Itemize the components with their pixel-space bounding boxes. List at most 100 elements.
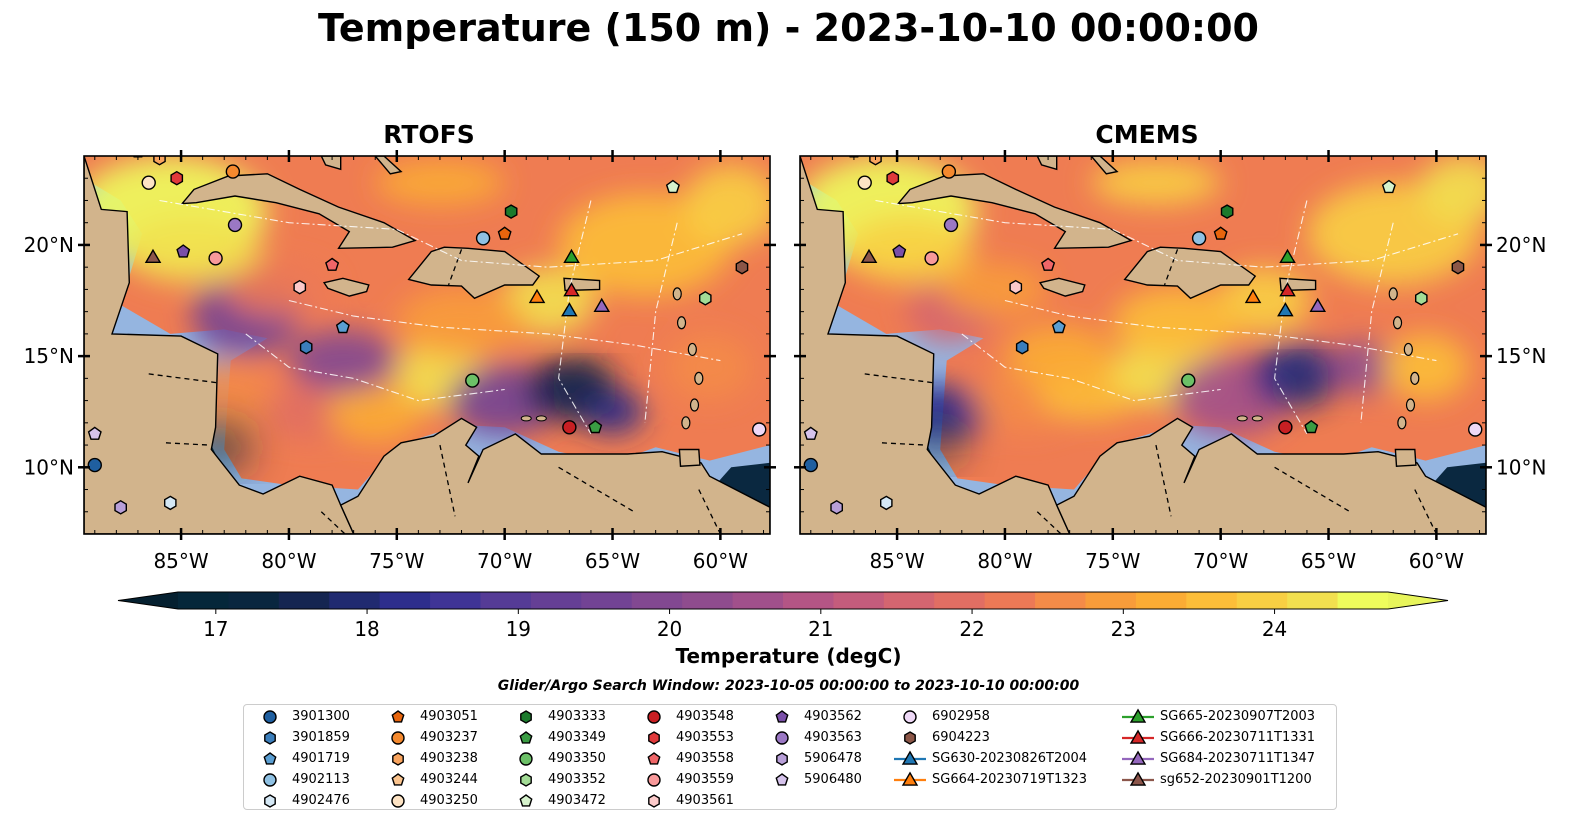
legend-marker-icon (894, 771, 926, 786)
map-frame (83, 155, 771, 535)
colorbar-tick-label: 18 (354, 617, 379, 641)
map-axes: 85°W 80°W 75°W 70°W 65°W 60°W 10°N 15°N 20°N 85°W… (24, 150, 1546, 573)
legend-marker-icon (392, 752, 404, 766)
legend-triangle-icon (1129, 750, 1147, 765)
colorbar-tick-label: 21 (808, 617, 833, 641)
legend-pentagon-icon (391, 710, 405, 723)
legend-hexagon-icon (520, 773, 532, 787)
legend-marker-icon (775, 710, 789, 723)
lon-tick-label: 80°W (261, 549, 316, 573)
legend-label: 3901859 (292, 730, 350, 745)
legend-marker-icon (519, 752, 533, 766)
lat-tick-label: 20°N (24, 233, 74, 257)
colorbar-segment (178, 592, 230, 609)
legend-pentagon-icon (391, 773, 405, 786)
land-bahamas1 (320, 156, 342, 171)
lat-tick-label: 15°N (1496, 344, 1546, 368)
legend-marker-icon (903, 710, 917, 724)
legend-marker-icon (391, 773, 405, 786)
observation-4903558 (325, 257, 340, 271)
observation-4903244 (849, 156, 859, 158)
colorbar-segment (379, 592, 431, 609)
colorbar-segment (783, 592, 835, 609)
observation-4903238 (153, 156, 166, 166)
legend-triangle-icon (901, 771, 919, 786)
legend-triangle-icon (1129, 729, 1147, 744)
land-bahamas2 (1090, 156, 1119, 175)
colorbar-segment (530, 592, 582, 609)
legend-label: 4903352 (548, 772, 606, 787)
lon-tick-label: 65°W (1301, 549, 1356, 573)
legend-marker-icon (519, 731, 533, 744)
colorbar-tick-label: 20 (657, 617, 682, 641)
colorbar-segment (1236, 592, 1288, 609)
legend-title: Glider/Argo Search Window: 2023-10-05 00… (497, 678, 1080, 694)
observation-5906480 (803, 426, 818, 440)
observation-4903349 (1304, 419, 1319, 434)
legend-hexagon-icon (392, 752, 404, 766)
colorbar-under-arrow (118, 592, 178, 609)
legend-marker-icon (647, 773, 661, 787)
observation-4903250 (857, 175, 872, 190)
legend-pentagon-icon (775, 773, 789, 786)
legend-marker-icon (1122, 750, 1154, 765)
observation-4902476 (164, 495, 177, 511)
legend-hexagon-icon (904, 731, 916, 745)
legend-hexagon-icon (648, 794, 660, 808)
legend-pentagon-icon (775, 710, 789, 723)
observation-3901859 (299, 339, 313, 355)
colorbar-tick-label: 23 (1111, 617, 1136, 641)
legend-label: 4903553 (676, 730, 734, 745)
lat-tick-label: 15°N (24, 344, 74, 368)
observation-4903559 (924, 251, 939, 266)
legend-pentagon-icon (647, 752, 661, 765)
observation-sg652-20230901T1200 (144, 248, 162, 263)
legend-hexagon-icon (264, 731, 276, 745)
lat-tick-label: 10°N (24, 455, 74, 479)
observation-4903350 (465, 373, 480, 388)
lon-tick-label: 85°W (153, 549, 208, 573)
map-frame (799, 155, 1487, 535)
legend-marker-icon (263, 773, 277, 787)
legend-label: 4903472 (548, 793, 606, 808)
legend-marker-icon (520, 773, 532, 787)
legend-marker-icon (648, 794, 660, 808)
legend-marker-icon (263, 752, 277, 765)
legend-label: SG684-20230711T1347 (1160, 751, 1316, 766)
observation-SG665-20230907T2003 (1279, 248, 1296, 263)
legend-pentagon-icon (519, 794, 533, 807)
legend-label: 3901300 (292, 709, 350, 724)
colorbar-segment (682, 592, 734, 609)
legend-marker-icon (775, 773, 789, 786)
legend-label: sg652-20230901T1200 (1160, 772, 1312, 787)
observation-3901300 (87, 457, 102, 473)
colorbar-segment (732, 592, 784, 609)
colorbar-over-arrow (1388, 592, 1448, 609)
legend-label: 4902476 (292, 793, 350, 808)
land-hispaniola (407, 246, 541, 300)
legend-marker-icon (647, 752, 661, 765)
legend-marker-icon (1122, 729, 1154, 744)
observation-markers (87, 156, 767, 515)
observation-4903472 (665, 179, 680, 194)
legend-label: 4903562 (804, 709, 862, 724)
legend-marker-icon (775, 731, 789, 745)
legend-label: 4903349 (548, 730, 606, 745)
panel-title-cmems: CMEMS (1095, 120, 1199, 149)
legend-label: 4903563 (804, 730, 862, 745)
colorbar-segment (631, 592, 683, 609)
observation-4903559 (208, 251, 223, 266)
legend-marker-icon (519, 794, 533, 807)
observation-6904223 (735, 259, 749, 275)
observation-SG630-20230826T2004 (1277, 302, 1294, 317)
observation-4903350 (1181, 373, 1196, 388)
observation-4903051 (497, 226, 512, 240)
observation-4903051 (1213, 226, 1228, 240)
lon-tick-label: 65°W (585, 549, 640, 573)
legend-hexagon-icon (776, 752, 788, 766)
legend-circle-icon (519, 752, 533, 766)
colorbar-segment (934, 592, 986, 609)
colorbar-tick-label: 24 (1262, 617, 1287, 641)
colorbar-segment (278, 592, 330, 609)
legend-marker-icon (391, 731, 405, 745)
